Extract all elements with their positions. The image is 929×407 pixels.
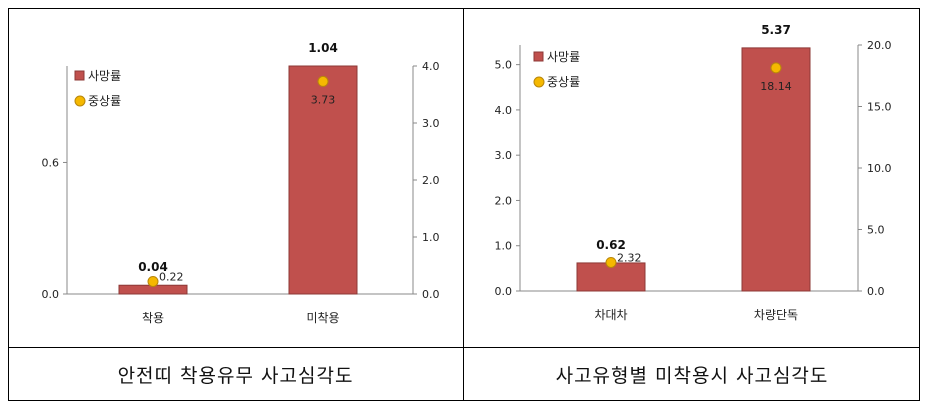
right-tick-label: 20.0 xyxy=(867,39,892,52)
right-tick-label: 1.0 xyxy=(422,231,440,244)
right-tick-label: 3.0 xyxy=(422,117,440,130)
legend-marker-swatch xyxy=(533,76,545,88)
left-tick-label: 0.0 xyxy=(495,285,513,298)
marker-value-label: 18.14 xyxy=(760,80,792,93)
caption-right: 사고유형별 미착용시 사고심각도 xyxy=(555,365,829,387)
marker-중상률 xyxy=(147,275,159,287)
bar-사망률 xyxy=(741,47,811,292)
bar-value-label: 1.04 xyxy=(308,41,338,55)
right-tick-label: 15.0 xyxy=(867,101,892,114)
marker-value-label: 3.73 xyxy=(311,93,336,106)
legend-label: 중상률 xyxy=(88,94,121,108)
legend-label: 사망률 xyxy=(88,69,121,83)
legend-label: 사망률 xyxy=(547,50,580,64)
legend-bar-swatch xyxy=(74,70,85,81)
left-tick-label: 3.0 xyxy=(495,149,513,162)
right-tick-label: 10.0 xyxy=(867,162,892,175)
marker-value-label: 0.22 xyxy=(159,270,184,283)
bar-value-label: 0.04 xyxy=(138,260,168,274)
figure-frame xyxy=(8,8,920,401)
caption-left: 안전띠 착용유무 사고심각도 xyxy=(117,365,354,387)
left-tick-label: 1.0 xyxy=(495,240,513,253)
panel-divider xyxy=(463,8,464,401)
category-label: 차대차 xyxy=(594,308,627,322)
category-label: 미착용 xyxy=(306,311,339,325)
left-tick-label: 4.0 xyxy=(495,104,513,117)
left-tick-label: 0.6 xyxy=(42,156,60,169)
legend-bar-swatch xyxy=(533,51,544,62)
marker-중상률 xyxy=(605,256,617,268)
marker-중상률 xyxy=(770,62,782,74)
right-tick-label: 0.0 xyxy=(422,288,440,301)
bar-사망률 xyxy=(288,65,358,295)
right-tick-label: 0.0 xyxy=(867,285,885,298)
marker-중상률 xyxy=(317,75,329,87)
category-label: 차량단독 xyxy=(754,308,798,322)
marker-value-label: 2.32 xyxy=(617,251,642,264)
caption-divider xyxy=(8,347,920,348)
left-tick-label: 5.0 xyxy=(495,59,513,72)
bar-value-label: 0.62 xyxy=(596,238,626,252)
left-tick-label: 0.0 xyxy=(42,288,60,301)
left-tick-label: 2.0 xyxy=(495,194,513,207)
category-label: 착용 xyxy=(142,311,164,325)
legend-label: 중상률 xyxy=(547,75,580,89)
legend-marker-swatch xyxy=(74,95,86,107)
right-tick-label: 5.0 xyxy=(867,224,885,237)
right-tick-label: 4.0 xyxy=(422,60,440,73)
bar-value-label: 5.37 xyxy=(761,23,791,37)
right-tick-label: 2.0 xyxy=(422,174,440,187)
